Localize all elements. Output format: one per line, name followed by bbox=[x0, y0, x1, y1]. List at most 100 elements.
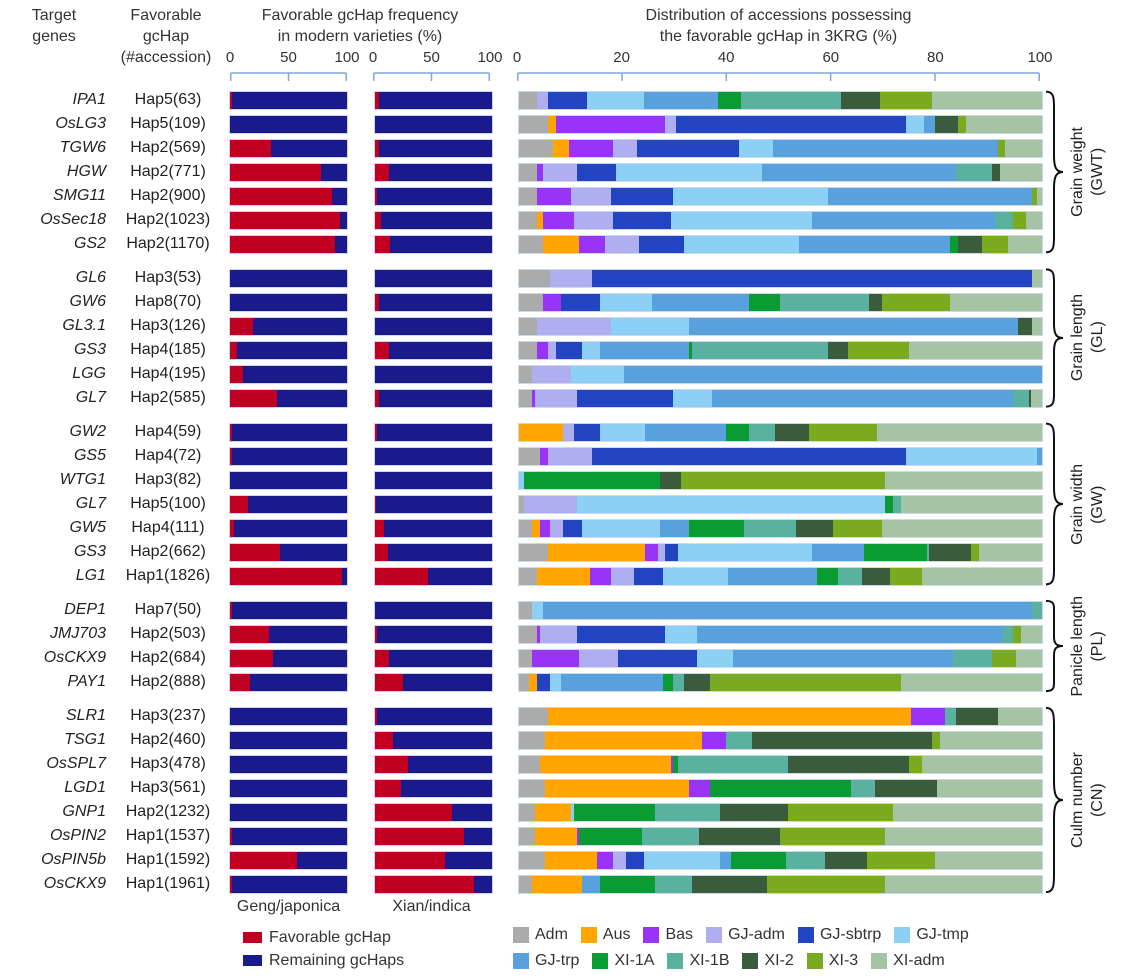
bar-segment-remaining bbox=[232, 91, 347, 109]
dist-segment-GJ-tmp bbox=[644, 851, 721, 869]
dist-segment-GJ-tmp bbox=[738, 139, 773, 157]
header-line: gcHap bbox=[142, 28, 190, 45]
dist-segment-Adm bbox=[519, 673, 530, 691]
gene-name: OsCKX9 bbox=[43, 875, 106, 892]
bar-segment-favorable bbox=[375, 341, 390, 359]
axis-tick-label: 60 bbox=[822, 49, 840, 66]
dist-segment-GJ-tmp bbox=[673, 389, 713, 407]
dist-segment-Adm bbox=[519, 601, 533, 619]
bar-segment-remaining bbox=[375, 317, 492, 335]
gene-row: TSG1 Hap2(460) bbox=[0, 728, 1134, 752]
header-line: Distribution of accessions possessing bbox=[645, 7, 912, 24]
dist-segment-Adm bbox=[519, 731, 546, 749]
xian-indica-bar bbox=[374, 648, 493, 668]
dist-segment-GJ-adm bbox=[534, 389, 577, 407]
xian-indica-bar bbox=[374, 292, 493, 312]
legend-item: XI-adm bbox=[871, 952, 945, 970]
dist-segment-GJ-tmp bbox=[600, 293, 653, 311]
dist-segment-GJ-tmp bbox=[610, 317, 689, 335]
dist-segment-GJ-trp bbox=[728, 567, 818, 585]
dist-segment-XI-3 bbox=[981, 235, 1008, 253]
dist-segment-Bas bbox=[539, 519, 551, 537]
dist-segment-XI-3 bbox=[958, 115, 967, 133]
dist-segment-XI-3 bbox=[1013, 211, 1027, 229]
bar-segment-favorable bbox=[375, 707, 378, 725]
dist-segment-Bas bbox=[539, 447, 548, 465]
bar-segment-remaining bbox=[377, 423, 492, 441]
dist-segment-Adm bbox=[519, 139, 553, 157]
bar-segment-favorable bbox=[375, 755, 408, 773]
dist-segment-GJ-trp bbox=[733, 649, 954, 667]
dist-segment-Adm bbox=[519, 365, 533, 383]
distribution-bar bbox=[518, 850, 1043, 870]
dist-segment-GJ-adm bbox=[613, 851, 627, 869]
xian-indica-bar bbox=[374, 672, 493, 692]
gene-name: GW6 bbox=[69, 293, 106, 310]
bar-segment-favorable bbox=[375, 625, 378, 643]
dist-segment-XI-adm bbox=[921, 755, 1042, 773]
dist-segment-GJ-sbtrp bbox=[576, 163, 616, 181]
gene-name: WTG1 bbox=[59, 471, 106, 488]
dist-segment-GJ-tmp bbox=[665, 625, 697, 643]
bar-segment-favorable bbox=[230, 875, 233, 893]
dist-segment-GJ-trp bbox=[811, 211, 995, 229]
gene-name: OsPIN2 bbox=[49, 827, 106, 844]
hap-label: Hap2(460) bbox=[130, 731, 206, 748]
distribution-bar bbox=[518, 138, 1043, 158]
gene-row: GW2 Hap4(59) bbox=[0, 420, 1134, 444]
hap-label: Hap3(237) bbox=[130, 707, 206, 724]
bar-segment-favorable bbox=[375, 91, 379, 109]
geng-japonica-bar bbox=[229, 874, 348, 894]
xian-indica-bar bbox=[374, 90, 493, 110]
dist-segment-GJ-trp bbox=[688, 317, 1019, 335]
bar-segment-favorable bbox=[375, 423, 378, 441]
dist-segment-XI-1B bbox=[678, 755, 789, 773]
legend-swatch bbox=[643, 927, 660, 943]
legend-swatch bbox=[243, 932, 262, 943]
xian-indica-bar bbox=[374, 600, 493, 620]
xian-indica-bar bbox=[374, 754, 493, 774]
bar-segment-remaining bbox=[230, 803, 347, 821]
gene-row: LGG Hap4(195) bbox=[0, 362, 1134, 386]
dist-segment-Adm bbox=[519, 625, 538, 643]
dist-segment-Aus bbox=[552, 139, 569, 157]
xian-indica-bar bbox=[374, 826, 493, 846]
distribution-bar bbox=[518, 446, 1043, 466]
dist-segment-XI-adm bbox=[1026, 211, 1042, 229]
dist-segment-GJ-adm bbox=[573, 211, 614, 229]
distribution-bar bbox=[518, 672, 1043, 692]
bar-segment-favorable bbox=[375, 673, 404, 691]
dist-segment-Bas bbox=[532, 649, 580, 667]
legend-label: GJ-adm bbox=[728, 926, 785, 943]
bar-segment-remaining bbox=[230, 779, 347, 797]
gene-row: GS3 Hap2(662) bbox=[0, 540, 1134, 564]
legend-swatch bbox=[243, 955, 262, 966]
group-brace-icon bbox=[1044, 268, 1064, 408]
axis-ruler-line bbox=[373, 72, 490, 81]
dist-segment-Adm bbox=[519, 519, 533, 537]
geng-japonica-bar bbox=[229, 90, 348, 110]
dist-segment-XI-1B bbox=[994, 211, 1014, 229]
dist-segment-XI-1A bbox=[950, 235, 959, 253]
geng-japonica-bar bbox=[229, 518, 348, 538]
hap-label: Hap4(111) bbox=[131, 519, 205, 536]
bar-segment-favorable bbox=[375, 731, 393, 749]
dist-segment-XI-2 bbox=[874, 779, 938, 797]
dist-segment-Adm bbox=[519, 495, 525, 513]
dist-segment-Adm bbox=[519, 389, 533, 407]
dist-segment-Adm bbox=[519, 803, 535, 821]
dist-segment-XI-adm bbox=[885, 471, 1042, 489]
gene-name: DEP1 bbox=[64, 601, 106, 618]
header-line: Favorable bbox=[130, 7, 202, 24]
bar-segment-remaining bbox=[377, 187, 492, 205]
dist-segment-GJ-trp bbox=[623, 365, 1042, 383]
gene-name: OsPIN5b bbox=[41, 851, 106, 868]
dist-segment-Adm bbox=[519, 187, 538, 205]
bar-segment-favorable bbox=[375, 235, 391, 253]
dist-segment-GJ-sbtrp bbox=[639, 235, 684, 253]
dist-segment-Adm bbox=[519, 851, 546, 869]
legend-item: Adm bbox=[513, 926, 568, 944]
dist-segment-Bas bbox=[542, 211, 574, 229]
dist-segment-XI-adm bbox=[900, 495, 1042, 513]
gene-name: OsLG3 bbox=[55, 115, 106, 132]
